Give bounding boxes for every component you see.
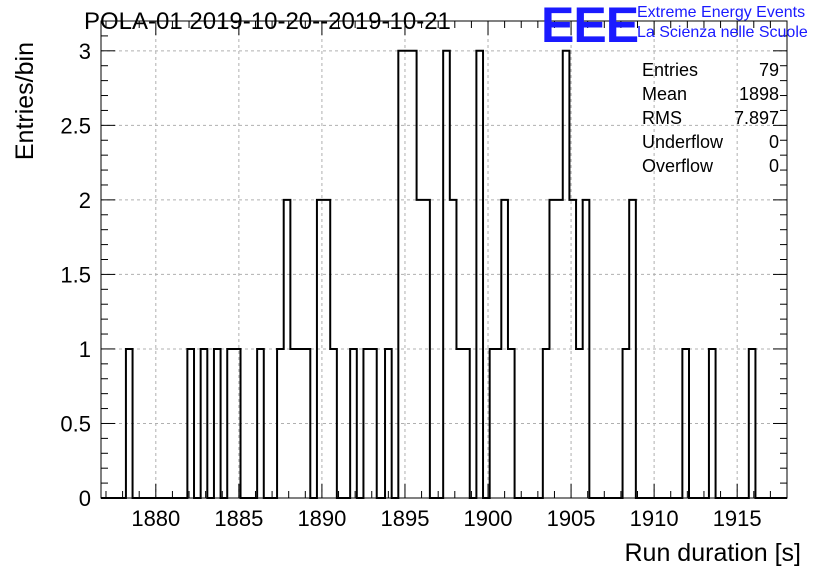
x-axis-label: Run duration [s]: [625, 539, 802, 567]
stats-box: Entries 79 Mean 1898 RMS 7.897 Underflow 0 O…: [642, 59, 779, 179]
x-tick-label: 1880: [131, 506, 180, 531]
stat-value: 79: [758, 60, 779, 80]
y-tick-label: 2.5: [60, 113, 91, 138]
stat-label: Mean: [642, 84, 688, 104]
y-tick-label: 1: [79, 337, 91, 362]
stat-label: Entries: [642, 60, 699, 80]
x-tick-label: 1900: [464, 506, 513, 531]
x-tick-label: 1910: [630, 506, 679, 531]
logo-line-2: La Scienza nelle Scuole: [637, 24, 808, 41]
y-tick-label: 0: [79, 486, 91, 511]
eee-logo: EEE: [541, 0, 639, 53]
x-tick-label: 1885: [214, 506, 263, 531]
stat-value: 1898: [738, 84, 779, 104]
chart-title: POLA-01 2019-10-20--2019-10-21: [84, 8, 451, 35]
stat-row-rms: RMS 7.897: [642, 107, 779, 131]
y-tick-label: 0.5: [60, 411, 91, 436]
stat-label: Overflow: [642, 156, 714, 176]
stat-row-overflow: Overflow 0: [642, 155, 779, 179]
x-tick-label: 1895: [380, 506, 429, 531]
stat-value: 0: [768, 132, 779, 152]
y-axis-label: Entries/bin: [11, 42, 39, 160]
histogram-series: [101, 49, 787, 499]
stat-label: RMS: [642, 108, 682, 128]
stat-value: 7.897: [733, 108, 779, 128]
y-tick-label: 1.5: [60, 262, 91, 287]
y-tick-label: 2: [79, 188, 91, 213]
y-tick-label: 3: [79, 39, 91, 64]
stat-value: 0: [768, 156, 779, 176]
x-tick-label: 1890: [297, 506, 346, 531]
stat-row-mean: Mean 1898: [642, 83, 779, 107]
logo-line-1: Extreme Energy Events: [637, 4, 806, 21]
stat-row-underflow: Underflow 0: [642, 131, 779, 155]
x-tick-label: 1915: [713, 506, 762, 531]
stat-row-entries: Entries 79: [642, 59, 779, 83]
x-tick-label: 1905: [547, 506, 596, 531]
stat-label: Underflow: [642, 132, 724, 152]
